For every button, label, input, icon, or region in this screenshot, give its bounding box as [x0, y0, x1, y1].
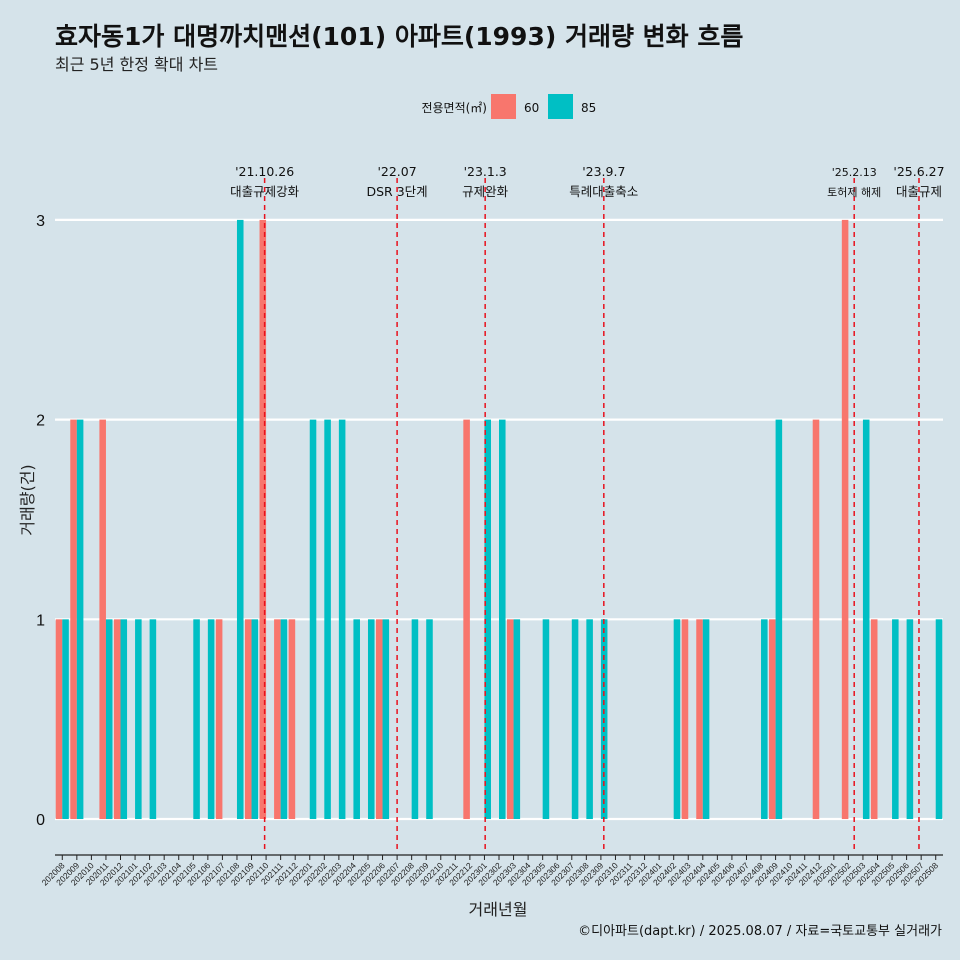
event-lines: '21.10.26 대출규제강화 '22.07 DSR 3단계 '23.1.3 규제완화 '…	[230, 164, 945, 850]
bar-85-202404	[702, 619, 710, 820]
bar-85-202111	[280, 619, 288, 820]
event-date: '21.10.26	[235, 164, 294, 179]
legend-title: 전용면적(㎡)	[421, 101, 487, 115]
y-tick-label: 2	[36, 413, 45, 430]
bar-60-202109	[244, 619, 252, 820]
bar-85-202206	[382, 619, 390, 820]
bar-60-202107	[215, 619, 223, 820]
legend-swatch-85	[548, 94, 573, 119]
bar-60-202011	[99, 419, 106, 820]
bar-85-202302	[499, 419, 506, 820]
bar-60-202403	[681, 619, 689, 820]
x-axis: 2020082020092020102020112020122021012021…	[40, 854, 943, 887]
bar-85-202204	[353, 619, 360, 820]
y-tick-label: 3	[36, 213, 45, 230]
bar-60-202012	[113, 619, 121, 820]
bars	[55, 219, 943, 820]
legend: 전용면적(㎡) 60 85	[421, 94, 596, 119]
caption: ©디아파트(dapt.kr) / 2025.08.07 / 자료=국토교통부 실…	[578, 924, 942, 939]
bar-60-202502	[841, 219, 849, 820]
legend-swatch-60	[491, 94, 516, 119]
bar-60-202504	[870, 619, 878, 820]
bar-85-202011	[105, 619, 113, 820]
bar-85-202008	[62, 619, 69, 820]
bar-60-202409	[769, 619, 776, 820]
event-label: DSR 3단계	[367, 184, 428, 199]
bar-85-202201	[309, 419, 317, 820]
bar-85-202205	[367, 619, 375, 820]
bar-85-202109	[251, 619, 259, 820]
bar-85-202402	[673, 619, 681, 820]
chart-title: 효자동1가 대명까치맨션(101) 아파트(1993) 거래량 변화 흐름	[55, 22, 743, 51]
bar-85-202408	[761, 619, 768, 820]
bar-60-202206	[375, 619, 383, 820]
legend-label-60: 60	[524, 101, 539, 115]
bar-85-202505	[892, 619, 899, 820]
bar-85-202105	[193, 619, 200, 820]
bar-60-202008	[55, 619, 63, 820]
y-axis: 0 1 2 3	[36, 213, 45, 829]
bar-60-202009	[70, 419, 77, 820]
event-date: '23.9.7	[582, 164, 625, 179]
event-date: '23.1.3	[464, 164, 507, 179]
chart-subtitle: 최근 5년 한정 확대 차트	[55, 55, 218, 74]
bar-85-202101	[135, 619, 142, 820]
bar-85-202208	[411, 619, 419, 820]
event-date: '22.07	[377, 164, 416, 179]
bar-85-202108	[236, 219, 244, 820]
bar-85-202012	[120, 619, 128, 820]
bar-85-202009	[76, 419, 84, 820]
event-label: 특례대출축소	[569, 184, 638, 199]
bar-85-202409	[775, 419, 783, 820]
bar-60-202404	[696, 619, 703, 820]
event-date: '25.2.13	[832, 166, 877, 179]
bar-60-202110	[259, 219, 267, 820]
bar-85-202308	[586, 619, 593, 820]
bar-85-202506	[906, 619, 914, 820]
bar-85-202503	[862, 419, 870, 820]
y-tick-label: 0	[36, 812, 45, 829]
bar-60-202111	[274, 619, 281, 820]
bar-85-202106	[207, 619, 215, 820]
bar-60-202303	[507, 619, 514, 820]
bar-60-202112	[288, 619, 296, 820]
event-label: 대출규제강화	[230, 184, 300, 199]
event-label: 토허제 해제	[827, 185, 881, 199]
bar-60-202212	[463, 419, 470, 820]
event-label: 규제완화	[462, 184, 509, 199]
bar-85-202102	[149, 619, 157, 820]
bar-85-202301	[484, 419, 491, 820]
y-axis-title: 거래량(건)	[18, 464, 37, 535]
bar-85-202202	[324, 419, 331, 820]
bar-60-202412	[812, 419, 820, 820]
bar-85-202303	[513, 619, 521, 820]
bar-85-202209	[426, 619, 433, 820]
bar-85-202305	[542, 619, 550, 820]
bar-85-202203	[338, 419, 346, 820]
bar-85-202508	[935, 619, 943, 820]
event-date: '25.6.27	[893, 164, 944, 179]
y-tick-label: 1	[36, 612, 45, 629]
x-axis-title: 거래년월	[469, 900, 528, 919]
event-label: 대출규제	[896, 184, 942, 199]
bar-85-202307	[571, 619, 579, 820]
legend-label-85: 85	[581, 101, 596, 115]
